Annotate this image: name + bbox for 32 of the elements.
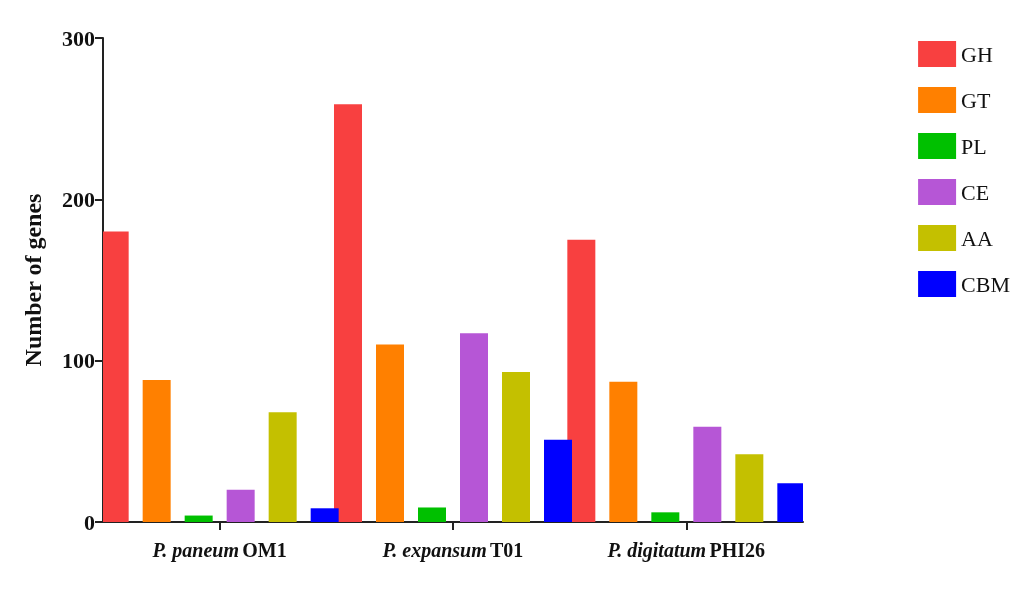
- bar: [735, 454, 764, 522]
- legend-label: CE: [961, 179, 990, 205]
- x-tick-label: P. paneum OM1: [151, 539, 287, 562]
- bar: [376, 344, 404, 522]
- bar: [334, 104, 362, 522]
- legend-label: GT: [961, 87, 991, 113]
- bar: [226, 489, 255, 522]
- legend-label: PL: [961, 133, 987, 159]
- bar: [142, 380, 171, 522]
- bar: [777, 483, 803, 522]
- bar: [184, 515, 213, 522]
- bar: [502, 371, 530, 522]
- x-tick-label: P. digitatum PHI26: [606, 539, 766, 562]
- bar: [544, 439, 572, 522]
- y-tick-label: 200: [62, 186, 95, 212]
- x-tick-label: P. expansum T01: [381, 539, 524, 562]
- bar: [567, 239, 596, 522]
- bar: [651, 512, 680, 522]
- legend-label: AA: [961, 225, 993, 251]
- y-tick-label: 100: [62, 348, 95, 374]
- bar: [103, 231, 129, 522]
- bar: [460, 333, 488, 522]
- bar: [268, 412, 297, 522]
- bar: [693, 426, 722, 522]
- bar: [310, 508, 339, 522]
- bar: [609, 381, 638, 522]
- legend-label: CBM: [961, 271, 1011, 297]
- bar: [418, 507, 446, 522]
- legend-label: GH: [961, 41, 993, 67]
- y-tick-label: 300: [62, 25, 95, 51]
- y-tick-label: 0: [84, 509, 95, 535]
- y-axis-title: Number of genes: [20, 193, 46, 367]
